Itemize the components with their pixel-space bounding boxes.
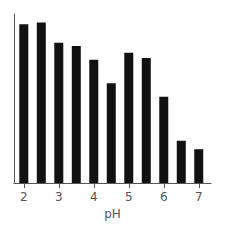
- svg-text:7: 7: [195, 190, 203, 204]
- svg-text:5: 5: [125, 190, 133, 204]
- svg-text:2: 2: [20, 190, 28, 204]
- svg-text:3: 3: [55, 190, 63, 204]
- svg-text:6: 6: [160, 190, 168, 204]
- svg-text:pH: pH: [104, 207, 121, 221]
- svg-text:4: 4: [90, 190, 98, 204]
